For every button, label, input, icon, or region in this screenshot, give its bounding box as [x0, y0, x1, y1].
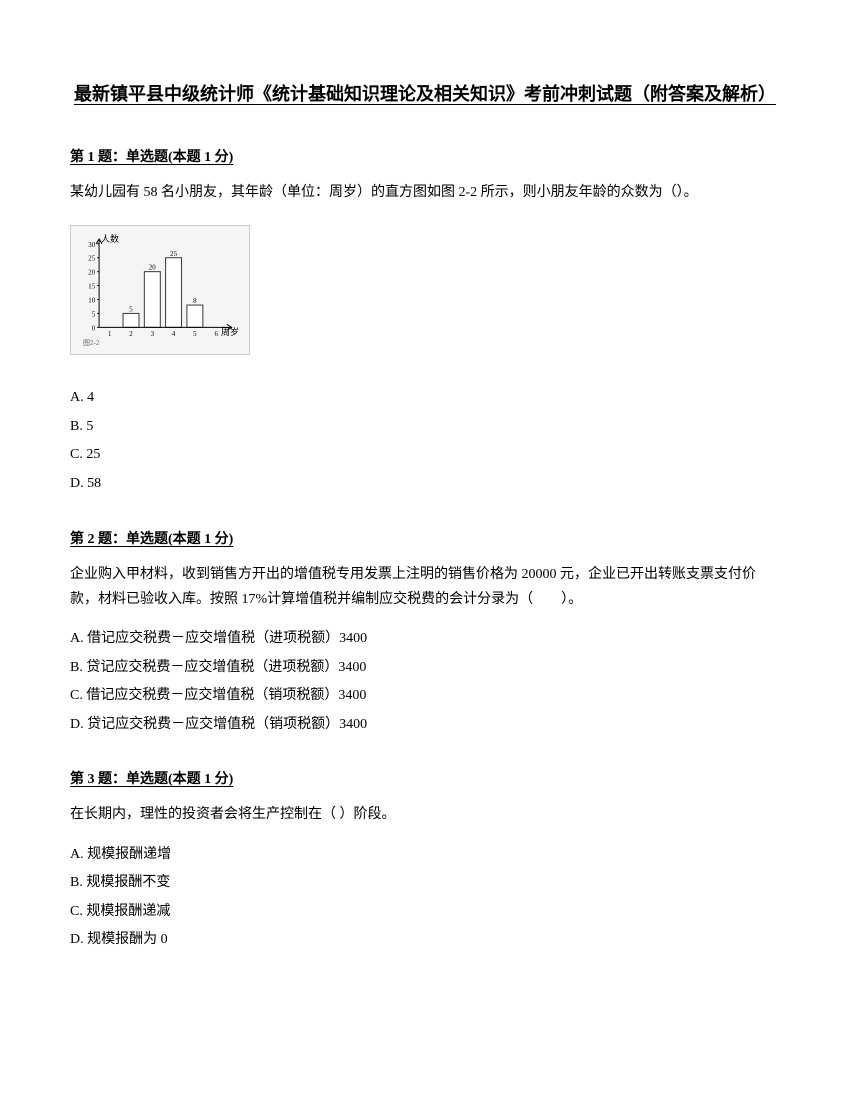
svg-text:0: 0: [92, 325, 96, 332]
q2-option-c: C. 借记应交税费－应交增值税（销项税额）3400: [70, 683, 780, 710]
svg-text:25: 25: [170, 251, 177, 258]
page-title: 最新镇平县中级统计师《统计基础知识理论及相关知识》考前冲刺试题（附答案及解析）: [70, 80, 780, 106]
q1-option-a: A. 4: [70, 385, 780, 412]
q1-header: 第 1 题：单选题(本题 1 分): [70, 146, 780, 166]
svg-text:20: 20: [149, 265, 156, 272]
q3-option-b: B. 规模报酬不变: [70, 870, 780, 897]
svg-text:5: 5: [92, 312, 96, 319]
q3-text: 在长期内，理性的投资者会将生产控制在（ ）阶段。: [70, 802, 780, 827]
svg-text:3: 3: [151, 331, 155, 338]
svg-text:30: 30: [88, 242, 95, 249]
svg-text:8: 8: [193, 298, 197, 305]
q2-option-b: B. 贷记应交税费－应交增值税（进项税额）3400: [70, 655, 780, 682]
svg-text:4: 4: [172, 331, 176, 338]
q3-option-d: D. 规模报酬为 0: [70, 927, 780, 954]
q3-option-c: C. 规模报酬递减: [70, 899, 780, 926]
question-2: 第 2 题：单选题(本题 1 分) 企业购入甲材料，收到销售方开出的增值税专用发…: [70, 528, 780, 739]
q1-option-c: C. 25: [70, 442, 780, 469]
histogram-chart: 人数 周岁 520258 051015202530123456 图2-2: [70, 225, 250, 355]
q2-option-a: A. 借记应交税费－应交增值税（进项税额）3400: [70, 626, 780, 653]
q2-text: 企业购入甲材料，收到销售方开出的增值税专用发票上注明的销售价格为 20000 元…: [70, 562, 780, 612]
svg-text:6: 6: [214, 331, 218, 338]
chart-svg: 5 20 25 8 0 5 10 15 20 25 30 1 2 3 4 5 6: [79, 234, 241, 346]
svg-text:20: 20: [88, 270, 95, 277]
q3-header: 第 3 题：单选题(本题 1 分): [70, 768, 780, 788]
q2-option-d: D. 贷记应交税费－应交增值税（销项税额）3400: [70, 712, 780, 739]
svg-text:5: 5: [193, 331, 197, 338]
question-1: 第 1 题：单选题(本题 1 分) 某幼儿园有 58 名小朋友，其年龄（单位：周…: [70, 146, 780, 498]
question-3: 第 3 题：单选题(本题 1 分) 在长期内，理性的投资者会将生产控制在（ ）阶…: [70, 768, 780, 954]
q1-option-b: B. 5: [70, 414, 780, 441]
svg-text:25: 25: [88, 256, 95, 263]
chart-caption: 图2-2: [83, 338, 99, 348]
svg-text:10: 10: [88, 298, 95, 305]
q1-option-d: D. 58: [70, 471, 780, 498]
q3-option-a: A. 规模报酬递增: [70, 842, 780, 869]
svg-text:2: 2: [129, 331, 133, 338]
svg-text:1: 1: [108, 331, 112, 338]
q2-header: 第 2 题：单选题(本题 1 分): [70, 528, 780, 548]
q1-text: 某幼儿园有 58 名小朋友，其年龄（单位：周岁）的直方图如图 2-2 所示，则小…: [70, 180, 780, 205]
svg-text:15: 15: [88, 284, 95, 291]
svg-text:5: 5: [129, 307, 133, 314]
